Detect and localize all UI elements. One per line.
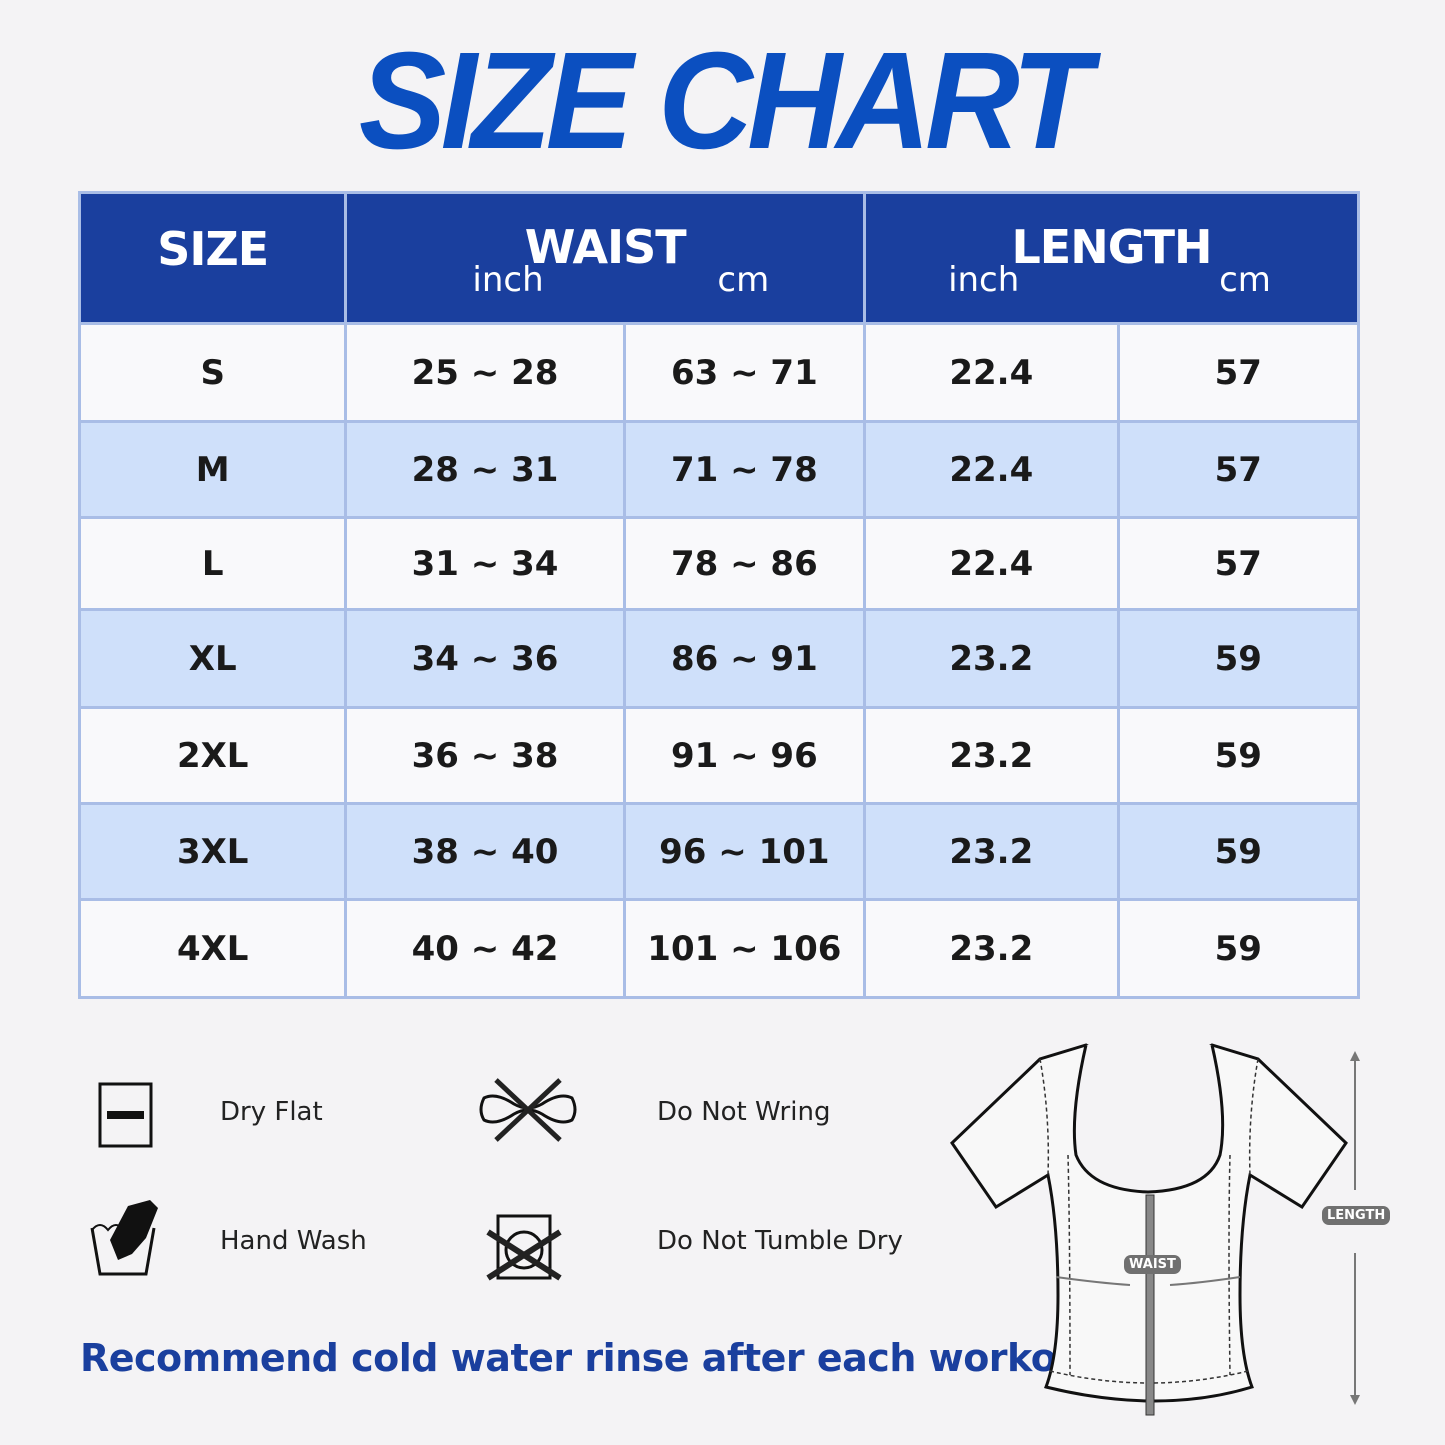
table-row: S 25 ~ 28 63 ~ 71 22.4 57 xyxy=(77,322,1361,423)
waist-label: WAIST xyxy=(1124,1255,1181,1274)
hand-wash-icon xyxy=(90,1200,158,1276)
cell-size: XL xyxy=(77,608,348,709)
care-note: Recommend cold water rinse after each wo… xyxy=(80,1336,1115,1380)
cell-waist-cm: 78 ~ 86 xyxy=(622,516,867,611)
table-row: M 28 ~ 31 71 ~ 78 22.4 57 xyxy=(77,420,1361,519)
table-row: XL 34 ~ 36 86 ~ 91 23.2 59 xyxy=(77,608,1361,709)
cell-length-cm: 59 xyxy=(1116,608,1361,709)
cell-size: L xyxy=(77,516,348,611)
cell-waist-inch: 28 ~ 31 xyxy=(344,420,626,519)
cell-length-cm: 57 xyxy=(1116,420,1361,519)
cell-waist-cm: 71 ~ 78 xyxy=(622,420,867,519)
cell-waist-inch: 34 ~ 36 xyxy=(344,608,626,709)
garment-diagram xyxy=(950,1043,1360,1416)
do-not-wring-icon xyxy=(479,1078,577,1142)
cell-length-inch: 22.4 xyxy=(863,322,1120,423)
cell-length-inch: 23.2 xyxy=(863,802,1120,901)
size-table: SIZE WAIST inch cm LENGTH inch cm S 25 ~ … xyxy=(77,191,1361,999)
cell-waist-inch: 40 ~ 42 xyxy=(344,898,626,999)
cell-waist-cm: 63 ~ 71 xyxy=(622,322,867,423)
length-label: LENGTH xyxy=(1322,1206,1391,1225)
cell-waist-cm: 96 ~ 101 xyxy=(622,802,867,901)
cell-size: 3XL xyxy=(77,802,348,901)
cell-waist-inch: 36 ~ 38 xyxy=(344,706,626,805)
cell-length-inch: 22.4 xyxy=(863,516,1120,611)
cell-size: 2XL xyxy=(77,706,348,805)
cell-size: S xyxy=(77,322,348,423)
cell-length-cm: 57 xyxy=(1116,322,1361,423)
cell-waist-cm: 91 ~ 96 xyxy=(622,706,867,805)
header-length: LENGTH inch cm xyxy=(864,192,1359,324)
header-waist: WAIST inch cm xyxy=(345,192,867,324)
cell-length-inch: 22.4 xyxy=(863,420,1120,519)
cell-waist-inch: 38 ~ 40 xyxy=(344,802,626,901)
cell-waist-inch: 25 ~ 28 xyxy=(344,322,626,423)
cell-waist-cm: 101 ~ 106 xyxy=(622,898,867,999)
do-not-tumble-dry-icon xyxy=(486,1214,562,1281)
cell-size: M xyxy=(77,420,348,519)
table-row: L 31 ~ 34 78 ~ 86 22.4 57 xyxy=(77,516,1361,611)
care-label: Do Not Tumble Dry xyxy=(657,1226,903,1256)
cell-size: 4XL xyxy=(77,898,348,999)
table-row: 3XL 38 ~ 40 96 ~ 101 23.2 59 xyxy=(77,802,1361,901)
cell-length-cm: 59 xyxy=(1116,802,1361,901)
cell-length-cm: 59 xyxy=(1116,706,1361,805)
cell-length-inch: 23.2 xyxy=(863,608,1120,709)
cell-waist-inch: 31 ~ 34 xyxy=(344,516,626,611)
care-label: Hand Wash xyxy=(220,1226,367,1256)
table-row: 2XL 36 ~ 38 91 ~ 96 23.2 59 xyxy=(77,706,1361,805)
cell-length-inch: 23.2 xyxy=(863,706,1120,805)
cell-length-cm: 59 xyxy=(1116,898,1361,999)
page-title: SIZE CHART xyxy=(358,24,1092,178)
cell-length-inch: 23.2 xyxy=(863,898,1120,999)
dry-flat-icon xyxy=(98,1082,153,1148)
cell-waist-cm: 86 ~ 91 xyxy=(622,608,867,709)
care-label: Dry Flat xyxy=(220,1097,323,1127)
table-row: 4XL 40 ~ 42 101 ~ 106 23.2 59 xyxy=(77,898,1361,999)
header-size: SIZE xyxy=(79,192,348,324)
care-label: Do Not Wring xyxy=(657,1097,831,1127)
cell-length-cm: 57 xyxy=(1116,516,1361,611)
